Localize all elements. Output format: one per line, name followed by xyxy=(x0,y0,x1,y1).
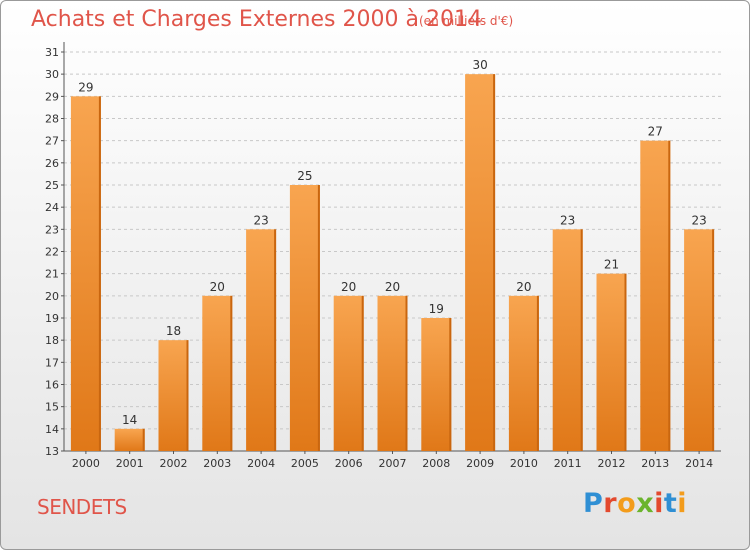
bar-value-label: 20 xyxy=(341,280,356,294)
bar xyxy=(640,140,671,451)
bar-value-label: 23 xyxy=(560,213,575,227)
chart-subtitle: (en milliers d'€) xyxy=(419,14,514,28)
x-tick-label: 2011 xyxy=(554,457,582,470)
bar xyxy=(289,185,320,451)
bar xyxy=(333,295,364,451)
bar-value-label: 23 xyxy=(691,213,706,227)
bar-edge xyxy=(186,340,189,451)
bar-value-label: 21 xyxy=(604,258,619,272)
x-tick-label: 2002 xyxy=(160,457,188,470)
x-tick-label: 2005 xyxy=(291,457,319,470)
bar-value-label: 30 xyxy=(472,58,487,72)
bar-edge xyxy=(142,428,145,451)
bar-value-label: 23 xyxy=(253,213,268,227)
bar-edge xyxy=(405,295,408,451)
bar xyxy=(684,229,715,451)
y-tick-label: 15 xyxy=(45,401,59,414)
bar-edge xyxy=(361,295,364,451)
x-tick-label: 2003 xyxy=(203,457,231,470)
bar xyxy=(114,428,145,451)
x-tick-label: 2006 xyxy=(335,457,363,470)
y-tick-label: 27 xyxy=(45,135,59,148)
bar-value-label: 18 xyxy=(166,324,181,338)
x-tick-label: 2009 xyxy=(466,457,494,470)
bar xyxy=(70,96,101,451)
bar-edge xyxy=(317,185,320,451)
bar-edge xyxy=(624,273,627,451)
y-tick-label: 22 xyxy=(45,246,59,259)
bar-edge xyxy=(493,74,496,452)
bar-edge xyxy=(536,295,539,451)
bar xyxy=(246,229,277,451)
bar-edge xyxy=(580,229,583,451)
y-tick-label: 20 xyxy=(45,290,59,303)
x-tick-label: 2013 xyxy=(641,457,669,470)
proxiti-logo[interactable]: Proxiti xyxy=(583,488,688,519)
y-tick-label: 18 xyxy=(45,334,59,347)
x-tick-label: 2004 xyxy=(247,457,275,470)
y-tick-label: 17 xyxy=(45,356,59,369)
bar-value-label: 14 xyxy=(122,413,137,427)
bar-edge xyxy=(274,229,277,451)
y-tick-label: 13 xyxy=(45,445,59,458)
bar xyxy=(202,295,233,451)
bar xyxy=(552,229,583,451)
y-tick-label: 21 xyxy=(45,268,59,281)
bar-edge xyxy=(449,318,452,451)
bar xyxy=(508,295,539,451)
bar-edge xyxy=(98,96,101,451)
y-tick-label: 19 xyxy=(45,312,59,325)
bar xyxy=(377,295,408,451)
commune-name: SENDETS xyxy=(37,495,127,519)
bar-value-label: 19 xyxy=(429,302,444,316)
bar-value-label: 25 xyxy=(297,169,312,183)
x-tick-label: 2001 xyxy=(116,457,144,470)
y-tick-label: 30 xyxy=(45,68,59,81)
bar xyxy=(465,74,496,452)
y-tick-label: 31 xyxy=(45,46,59,59)
bar-edge xyxy=(668,140,671,451)
bar-value-label: 20 xyxy=(210,280,225,294)
bar-value-label: 20 xyxy=(516,280,531,294)
bar-edge xyxy=(712,229,715,451)
y-tick-label: 23 xyxy=(45,223,59,236)
y-tick-label: 25 xyxy=(45,179,59,192)
x-tick-label: 2014 xyxy=(685,457,713,470)
x-tick-label: 2008 xyxy=(422,457,450,470)
x-tick-label: 2012 xyxy=(598,457,626,470)
y-tick-label: 28 xyxy=(45,113,59,126)
bar-value-label: 20 xyxy=(385,280,400,294)
y-tick-label: 14 xyxy=(45,423,59,436)
x-tick-label: 2010 xyxy=(510,457,538,470)
y-tick-label: 29 xyxy=(45,90,59,103)
bar-edge xyxy=(230,295,233,451)
bar-value-label: 27 xyxy=(648,125,663,139)
x-tick-label: 2007 xyxy=(379,457,407,470)
y-tick-label: 24 xyxy=(45,201,59,214)
bar xyxy=(158,340,189,451)
chart-title: Achats et Charges Externes 2000 à 2014 xyxy=(31,7,482,32)
bar xyxy=(421,318,452,451)
bar-value-label: 29 xyxy=(78,80,93,94)
x-tick-label: 2000 xyxy=(72,457,100,470)
y-tick-label: 26 xyxy=(45,157,59,170)
bar xyxy=(596,273,627,451)
y-tick-label: 16 xyxy=(45,379,59,392)
